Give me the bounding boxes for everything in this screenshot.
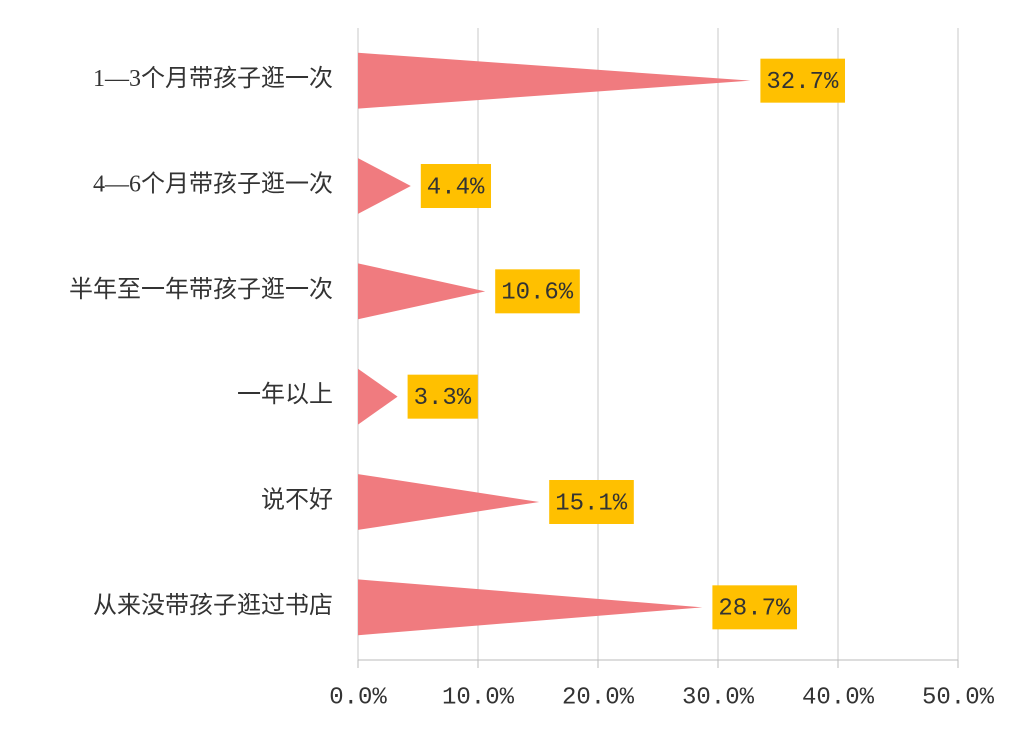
x-tick-label: 10.0% bbox=[442, 684, 515, 711]
x-tick-label: 0.0% bbox=[329, 684, 387, 711]
x-tick-label: 20.0% bbox=[562, 684, 635, 711]
x-tick-label: 50.0% bbox=[922, 684, 995, 711]
bar bbox=[358, 263, 486, 320]
value-label-box bbox=[760, 58, 846, 103]
bar bbox=[358, 52, 751, 109]
value-label: 28.7% bbox=[718, 596, 791, 623]
value-label: 10.6% bbox=[501, 280, 574, 307]
bar bbox=[358, 579, 703, 636]
y-tick-label: 一年以上 bbox=[237, 381, 333, 408]
bar bbox=[358, 158, 411, 214]
value-label: 32.7% bbox=[766, 69, 839, 96]
value-label-box bbox=[420, 164, 492, 208]
y-tick-label: 从来没带孩子逛过书店 bbox=[93, 592, 333, 619]
value-label-box bbox=[549, 480, 634, 524]
y-tick-label: 半年至一年带孩子逛一次 bbox=[69, 276, 333, 303]
value-label-box bbox=[407, 374, 478, 419]
value-label-box bbox=[495, 269, 580, 314]
bar bbox=[358, 368, 398, 425]
y-tick-label: 4—6个月带孩子逛一次 bbox=[93, 171, 333, 198]
value-label-box bbox=[712, 585, 798, 630]
x-tick-label: 40.0% bbox=[802, 684, 875, 711]
value-label: 3.3% bbox=[414, 385, 472, 412]
bar bbox=[358, 474, 540, 530]
x-tick-label: 30.0% bbox=[682, 684, 755, 711]
y-tick-label: 1—3个月带孩子逛一次 bbox=[93, 65, 333, 92]
y-tick-label: 说不好 bbox=[261, 487, 333, 514]
value-label: 15.1% bbox=[555, 490, 628, 517]
value-label: 4.4% bbox=[427, 174, 485, 201]
